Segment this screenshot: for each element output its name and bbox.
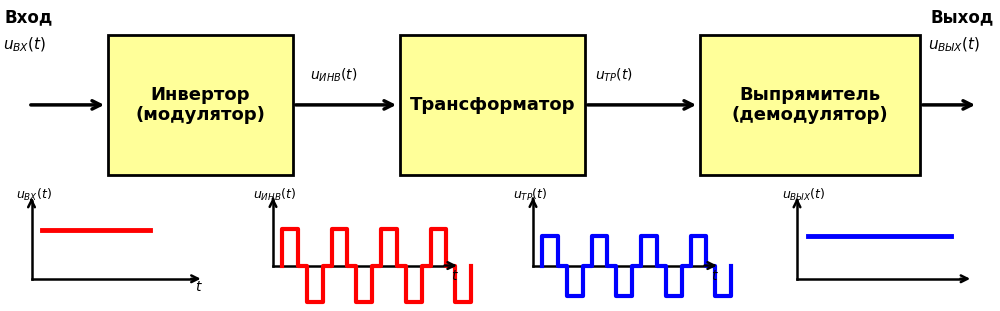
Text: $u_{ТР}(t)$: $u_{ТР}(t)$ (595, 66, 633, 84)
Text: $t$: $t$ (195, 280, 203, 295)
Text: $t$: $t$ (451, 269, 459, 283)
Text: Выход: Выход (930, 8, 993, 26)
Text: $u_{ВЫХ}(t)$: $u_{ВЫХ}(t)$ (928, 36, 980, 54)
Text: $u_{ВЫХ}(t)$: $u_{ВЫХ}(t)$ (782, 187, 825, 203)
Text: $u_{ТР}(t)$: $u_{ТР}(t)$ (513, 187, 547, 203)
Text: $t$: $t$ (711, 269, 719, 283)
Bar (400, 35, 585, 175)
Text: $u_{ИНВ}(t)$: $u_{ИНВ}(t)$ (253, 187, 296, 203)
Text: Инвертор
(модулятор): Инвертор (модулятор) (136, 86, 265, 124)
Bar (108, 35, 293, 175)
Text: $u_{ВХ}(t)$: $u_{ВХ}(t)$ (16, 187, 52, 203)
Text: $u_{ВХ}(t)$: $u_{ВХ}(t)$ (3, 36, 46, 54)
Text: Трансформатор: Трансформатор (410, 96, 575, 114)
Text: Выпрямитель
(демодулятор): Выпрямитель (демодулятор) (732, 86, 888, 124)
Text: Вход: Вход (5, 8, 53, 26)
Text: $u_{ИНВ}(t)$: $u_{ИНВ}(t)$ (310, 66, 357, 84)
Bar (700, 35, 920, 175)
